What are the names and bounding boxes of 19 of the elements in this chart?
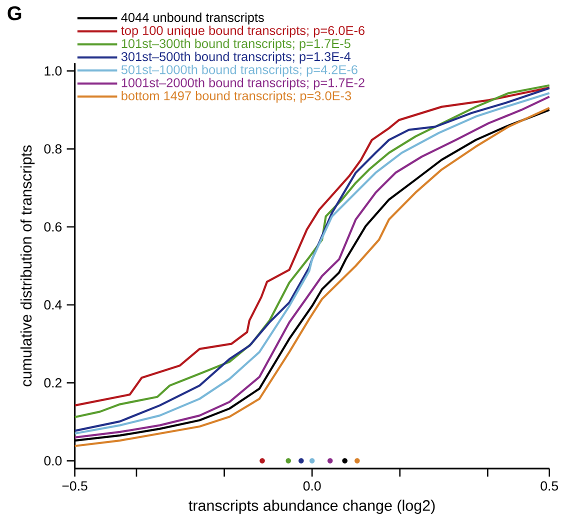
- y-tick-label: 0.4: [44, 300, 62, 310]
- x-tick-label: 0.5: [540, 481, 558, 490]
- legend-label: 301st–500th bound transcripts; p=1.3E-4: [121, 52, 351, 64]
- x-axis-title: transcripts abundance change (log2): [188, 500, 435, 514]
- legend-label: top 100 unique bound transcripts; p=6.0E-6: [121, 26, 364, 38]
- legend-label: 1001st–2000th bound transcripts; p=1.7E-2: [122, 78, 364, 90]
- y-axis-title: cumulative distribution of transcripts: [20, 145, 35, 386]
- y-tick-label: 0.0: [44, 456, 62, 466]
- legend-label: 101st–300th bound transcripts; p=1.7E-5: [122, 38, 350, 50]
- y-tick-label: 0.8: [44, 144, 62, 154]
- x-tick-label: 0.0: [303, 481, 321, 490]
- y-tick-label: 0.2: [44, 378, 62, 388]
- y-tick-label: 0.6: [44, 222, 62, 232]
- text: G: [8, 6, 22, 20]
- y-tick-label: 1.0: [44, 66, 62, 76]
- legend-label: bottom 1497 bound transcripts; p=3.0E-3: [122, 90, 352, 103]
- x-tick-label: −0.5: [62, 481, 88, 490]
- legend-label: 4044 unbound transcripts: [121, 12, 264, 24]
- legend-label: 501st–1000th bound transcripts; p=4.2E-6: [121, 64, 358, 77]
